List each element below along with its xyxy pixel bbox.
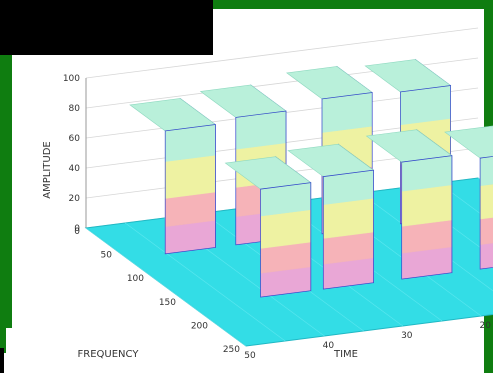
peak-ridge <box>365 129 453 280</box>
peak-band <box>323 198 374 239</box>
peak-ridge <box>129 97 217 255</box>
amplitude-tick-label: 60 <box>69 134 81 144</box>
time-axis-title: TIME <box>333 349 358 360</box>
peak-band <box>260 209 311 249</box>
floor-gridline <box>85 227 247 347</box>
time-tick-label: 20 <box>479 321 491 331</box>
time-tick-label: 50 <box>244 351 256 361</box>
frequency-tick-label: 150 <box>159 298 176 308</box>
peak-band <box>321 92 373 133</box>
frequency-axis-title: FREQUENCY <box>78 349 140 360</box>
frequency-tick-label: 0 <box>74 227 80 237</box>
time-tick-label: 30 <box>401 331 413 341</box>
peak-outline <box>479 156 493 270</box>
peak-ridge <box>444 125 493 270</box>
peak-ridge <box>224 156 312 298</box>
frequency-tick-label: 250 <box>223 345 240 355</box>
peak-ridge <box>287 143 375 290</box>
frequency-tick-label: 50 <box>101 251 113 261</box>
black-frame-corner <box>0 0 213 55</box>
frequency-ticks: 0 50 100 150 200 250 <box>74 227 240 355</box>
green-frame-left-lower <box>0 328 6 353</box>
peak-band <box>401 184 453 227</box>
peak-outline <box>322 169 374 290</box>
amplitude-tick-label: 0 <box>74 224 80 234</box>
floor-gridline <box>124 222 286 342</box>
black-frame-bottom <box>0 348 4 373</box>
back-wall-gridline <box>85 27 479 79</box>
amplitude-tick-label: 80 <box>69 104 81 114</box>
peak-band <box>164 154 216 199</box>
frequency-tick-label: 100 <box>127 274 144 284</box>
time-ticks: 50403020100 <box>244 321 491 361</box>
chart-peaks <box>129 58 493 298</box>
green-frame-left <box>0 55 12 328</box>
peak-outline <box>164 124 216 255</box>
peak-band <box>400 85 451 126</box>
amplitude-axis-title: AMPLITUDE <box>42 141 53 198</box>
time-tick-label: 40 <box>323 341 335 351</box>
frequency-tick-label: 200 <box>191 321 208 331</box>
peak-top <box>444 125 493 159</box>
green-frame-top <box>213 0 493 9</box>
amplitude-tick-label: 20 <box>69 194 81 204</box>
amplitude-ticks: 0 20 40 60 80 100 <box>63 74 80 234</box>
peak-outline <box>260 182 312 298</box>
amplitude-tick-label: 100 <box>63 74 80 84</box>
floor-gridline <box>438 182 493 224</box>
amplitude-tick-label: 40 <box>69 164 81 174</box>
peak-outline <box>401 155 453 280</box>
